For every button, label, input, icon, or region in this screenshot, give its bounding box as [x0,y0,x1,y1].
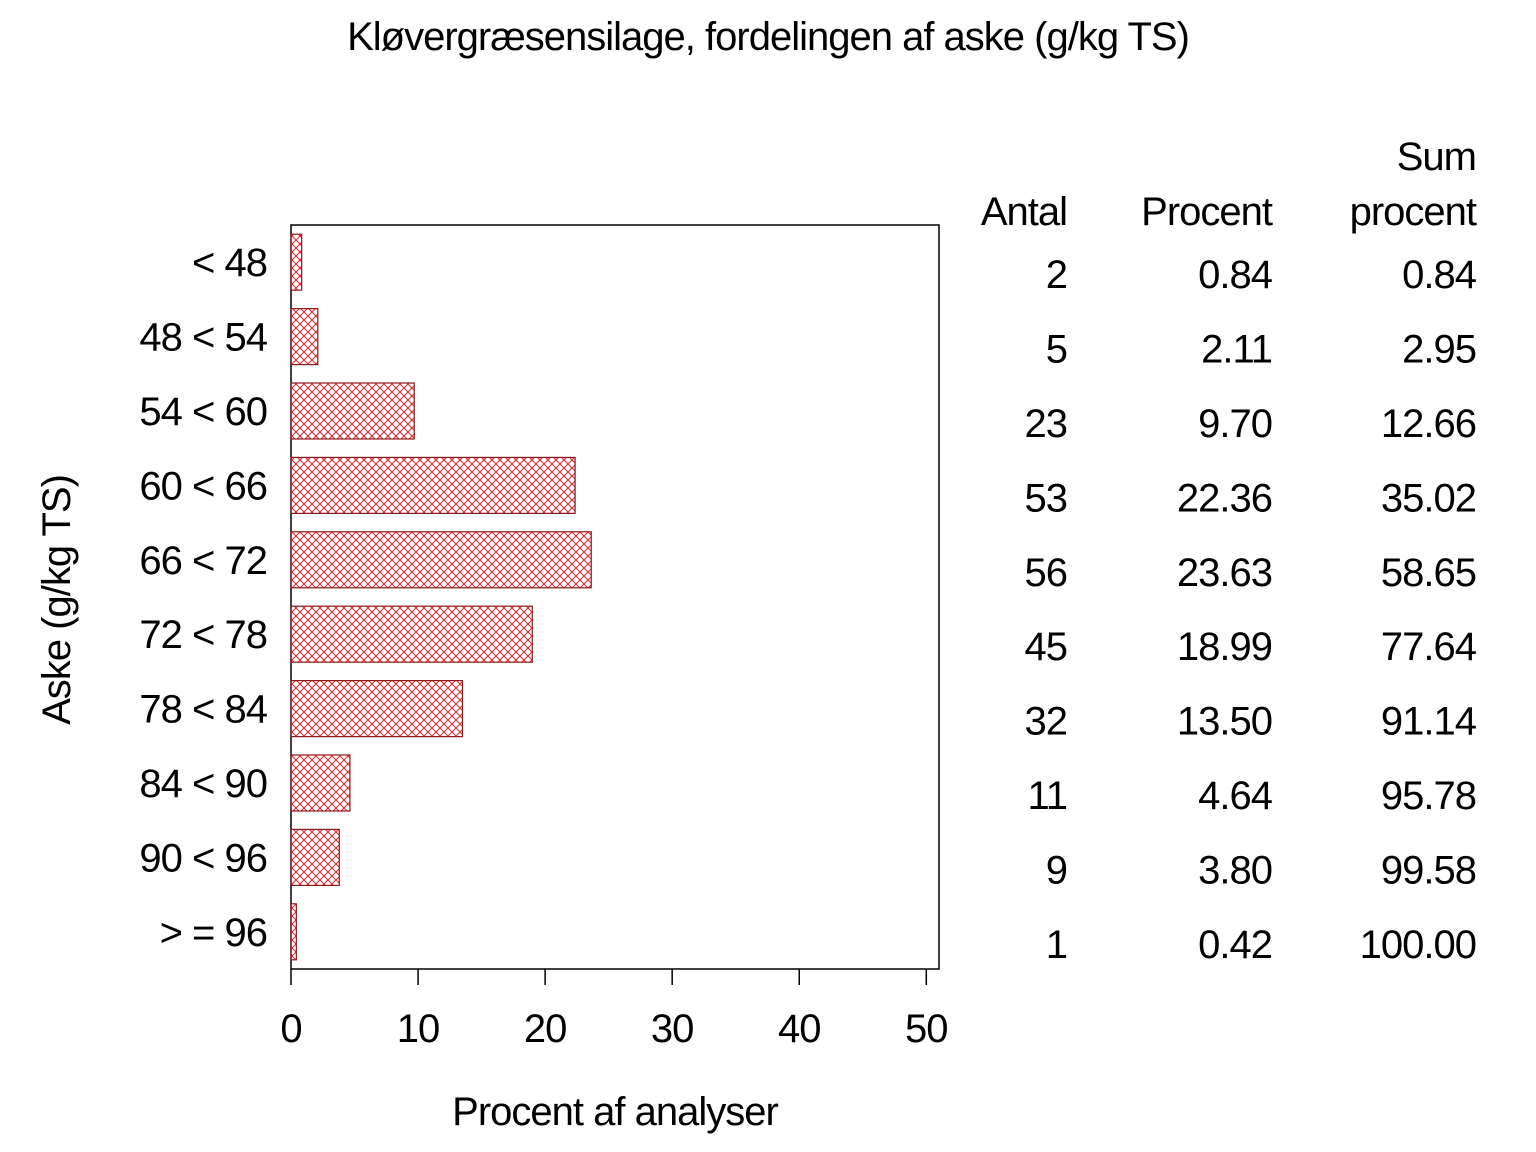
bar [290,233,303,291]
table-count: 23 [1025,402,1068,446]
table-header: Procent [1141,190,1273,234]
x-tick-label: 40 [778,1007,821,1051]
x-tick-label: 20 [524,1007,567,1051]
table-cumulative: 2.95 [1402,328,1476,372]
y-tick-label: < 48 [192,241,267,285]
table-cumulative: 99.58 [1381,848,1476,892]
table-header: Sum [1397,135,1476,179]
bar [290,456,576,514]
x-axis-label: Procent af analyser [452,1090,778,1134]
table-cumulative: 0.84 [1402,253,1477,297]
table-header: Antal [981,190,1067,234]
table-cumulative: 95.78 [1381,774,1476,818]
table-count: 11 [1027,774,1067,818]
table-percent: 0.42 [1198,923,1272,967]
y-tick-label: 54 < 60 [139,390,267,434]
table-cumulative: 91.14 [1381,700,1477,744]
y-tick-label: > = 96 [160,911,267,955]
table-cumulative: 35.02 [1381,476,1476,520]
table-cumulative: 100.00 [1360,923,1476,967]
table-cumulative: 58.65 [1381,551,1476,595]
table-percent: 22.36 [1177,476,1272,520]
table-percent: 23.63 [1177,551,1272,595]
y-tick-label: 78 < 84 [139,688,267,732]
y-tick-label: 90 < 96 [139,836,267,880]
plot-frame [290,224,940,970]
y-tick-label: 72 < 78 [139,613,267,657]
table-count: 53 [1025,476,1068,520]
table-percent: 0.84 [1198,253,1273,297]
bar [290,531,592,589]
table-percent: 13.50 [1177,700,1272,744]
bar [290,828,340,887]
table-percent: 18.99 [1177,625,1272,669]
bar [290,605,533,663]
y-tick-label: 48 < 54 [139,316,267,360]
table-count: 1 [1046,923,1067,967]
table-count: 56 [1025,551,1068,595]
table-count: 2 [1046,253,1067,297]
y-tick-label: 60 < 66 [139,464,267,508]
table-percent: 4.64 [1198,774,1273,818]
bar [290,754,351,812]
table-header: procent [1350,190,1477,234]
table-percent: 3.80 [1198,848,1272,892]
table-percent: 9.70 [1198,402,1272,446]
x-tick-label: 0 [280,1007,301,1051]
table-count: 32 [1025,700,1068,744]
table-percent: 2.11 [1201,328,1272,372]
y-tick-label: 84 < 90 [139,762,267,806]
x-tick-label: 10 [397,1007,440,1051]
table-count: 5 [1046,328,1067,372]
table-count: 9 [1046,848,1067,892]
x-tick-label: 50 [905,1007,948,1051]
table-cumulative: 12.66 [1381,402,1476,446]
x-tick-label: 30 [651,1007,694,1051]
bar [290,903,297,961]
bar [290,679,464,738]
y-axis-label: Aske (g/kg TS) [35,475,79,725]
chart-title: Kløvergræsensilage, fordelingen af aske … [347,15,1189,59]
bar [290,308,319,366]
table-cumulative: 77.64 [1381,625,1477,669]
y-tick-label: 66 < 72 [139,539,267,583]
bar [290,382,415,440]
table-count: 45 [1025,625,1068,669]
